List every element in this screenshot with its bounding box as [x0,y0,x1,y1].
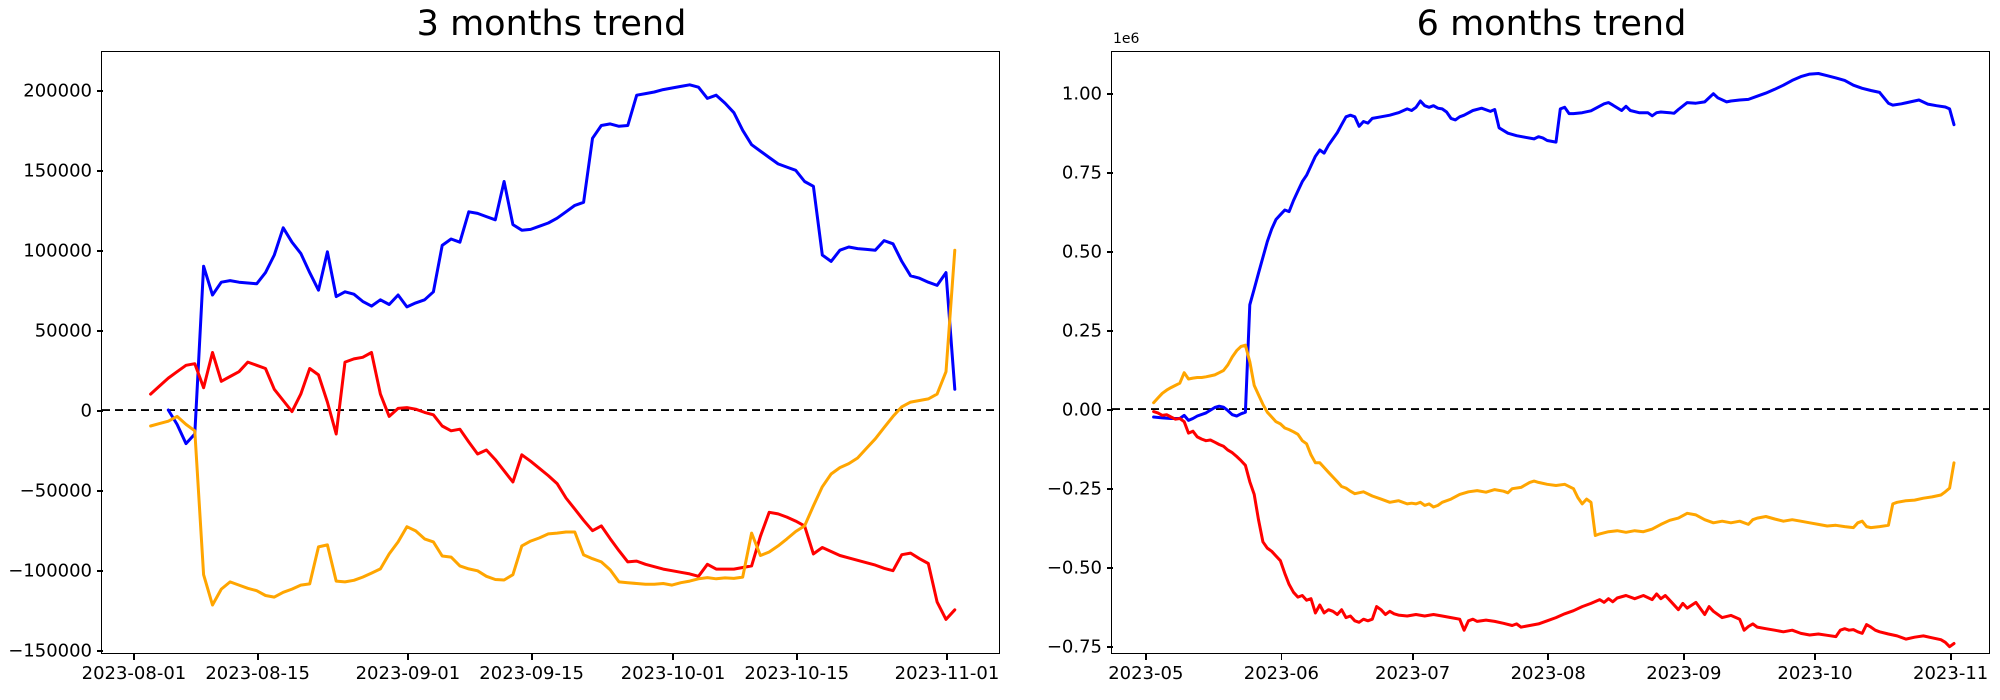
x-tick-label: 2023-10-15 [744,663,850,684]
x-tick-mark [1949,654,1952,660]
x-tick-mark [406,654,409,660]
y-tick-label: −150000 [8,640,92,662]
x-tick-mark [1547,654,1550,660]
y-tick-mark [1107,330,1113,332]
x-tick-label: 2023-07 [1375,663,1451,684]
y-tick-mark [97,90,103,93]
chart-title-6-months: 6 months trend [1416,4,1687,44]
y-tick-mark [1107,646,1113,648]
orange-series [149,248,957,607]
y-tick-mark [97,170,103,173]
y-tick-mark [1107,93,1113,95]
blue-series [1152,72,1956,423]
x-tick-label: 2023-09 [1646,663,1722,684]
y-tick-mark [1107,409,1113,411]
y-tick-mark [97,569,103,572]
y-tick-label: 50000 [34,320,92,342]
y-tick-label: 0.50 [1061,241,1102,263]
y-tick-label: 200000 [23,80,92,102]
y-tick-label: −0.25 [1046,478,1102,500]
series-svg-3-months [102,83,1000,622]
x-tick-mark [530,654,533,660]
x-tick-label: 2023-11 [1913,663,1989,684]
x-tick-mark [1682,654,1685,660]
y-tick-mark [97,490,103,492]
x-tick-label: 2023-06 [1243,663,1319,684]
x-tick-label: 2023-08-15 [205,663,310,684]
red-series [149,351,957,622]
y-tick-label: 0 [80,400,92,422]
x-tick-mark [1144,654,1147,660]
y-tick-label: −0.75 [1046,636,1102,658]
y-tick-label: 1.00 [1061,83,1102,105]
chart-title-3-months: 3 months trend [416,4,687,44]
x-tick-mark [1280,654,1283,660]
x-tick-label: 2023-09-15 [479,663,584,684]
x-tick-label: 2023-05 [1108,663,1184,684]
y-tick-label: −50000 [19,480,92,502]
x-tick-label: 2023-11-01 [894,663,1000,684]
y-tick-mark [1107,567,1113,569]
x-tick-mark [133,654,135,660]
plot-area-6-months [1111,51,1991,655]
series-svg-6-months [1112,72,1990,649]
blue-series [166,83,957,446]
red-series [1152,410,1956,649]
y-tick-label: 150000 [23,160,92,182]
x-tick-mark [256,654,259,660]
x-tick-mark [1814,654,1816,660]
orange-series [1152,343,1956,538]
x-tick-label: 2023-10-01 [620,663,726,684]
y-tick-label: 0.00 [1061,399,1102,421]
x-tick-mark [795,654,798,660]
x-tick-mark [1411,654,1414,660]
y-tick-mark [97,410,103,412]
y-axis-offset-label-1e6: 1e6 [1113,31,1140,47]
y-tick-label: 0.25 [1061,320,1102,342]
y-tick-mark [1107,251,1113,253]
y-tick-label: −100000 [8,560,92,582]
y-tick-label: −0.50 [1046,557,1102,579]
plot-area-3-months [101,51,1001,655]
y-tick-mark [97,649,103,652]
y-tick-label: 100000 [23,240,92,262]
y-tick-mark [97,330,103,333]
x-tick-label: 2023-08 [1510,663,1586,684]
x-tick-label: 2023-08-01 [81,663,187,684]
x-tick-label: 2023-09-01 [355,663,461,684]
y-tick-mark [97,250,103,253]
x-tick-label: 2023-10 [1777,663,1853,684]
x-tick-mark [672,654,674,660]
y-tick-mark [1107,488,1113,490]
y-tick-mark [1107,172,1113,174]
x-tick-mark [946,654,948,660]
y-tick-label: 0.75 [1061,162,1102,184]
